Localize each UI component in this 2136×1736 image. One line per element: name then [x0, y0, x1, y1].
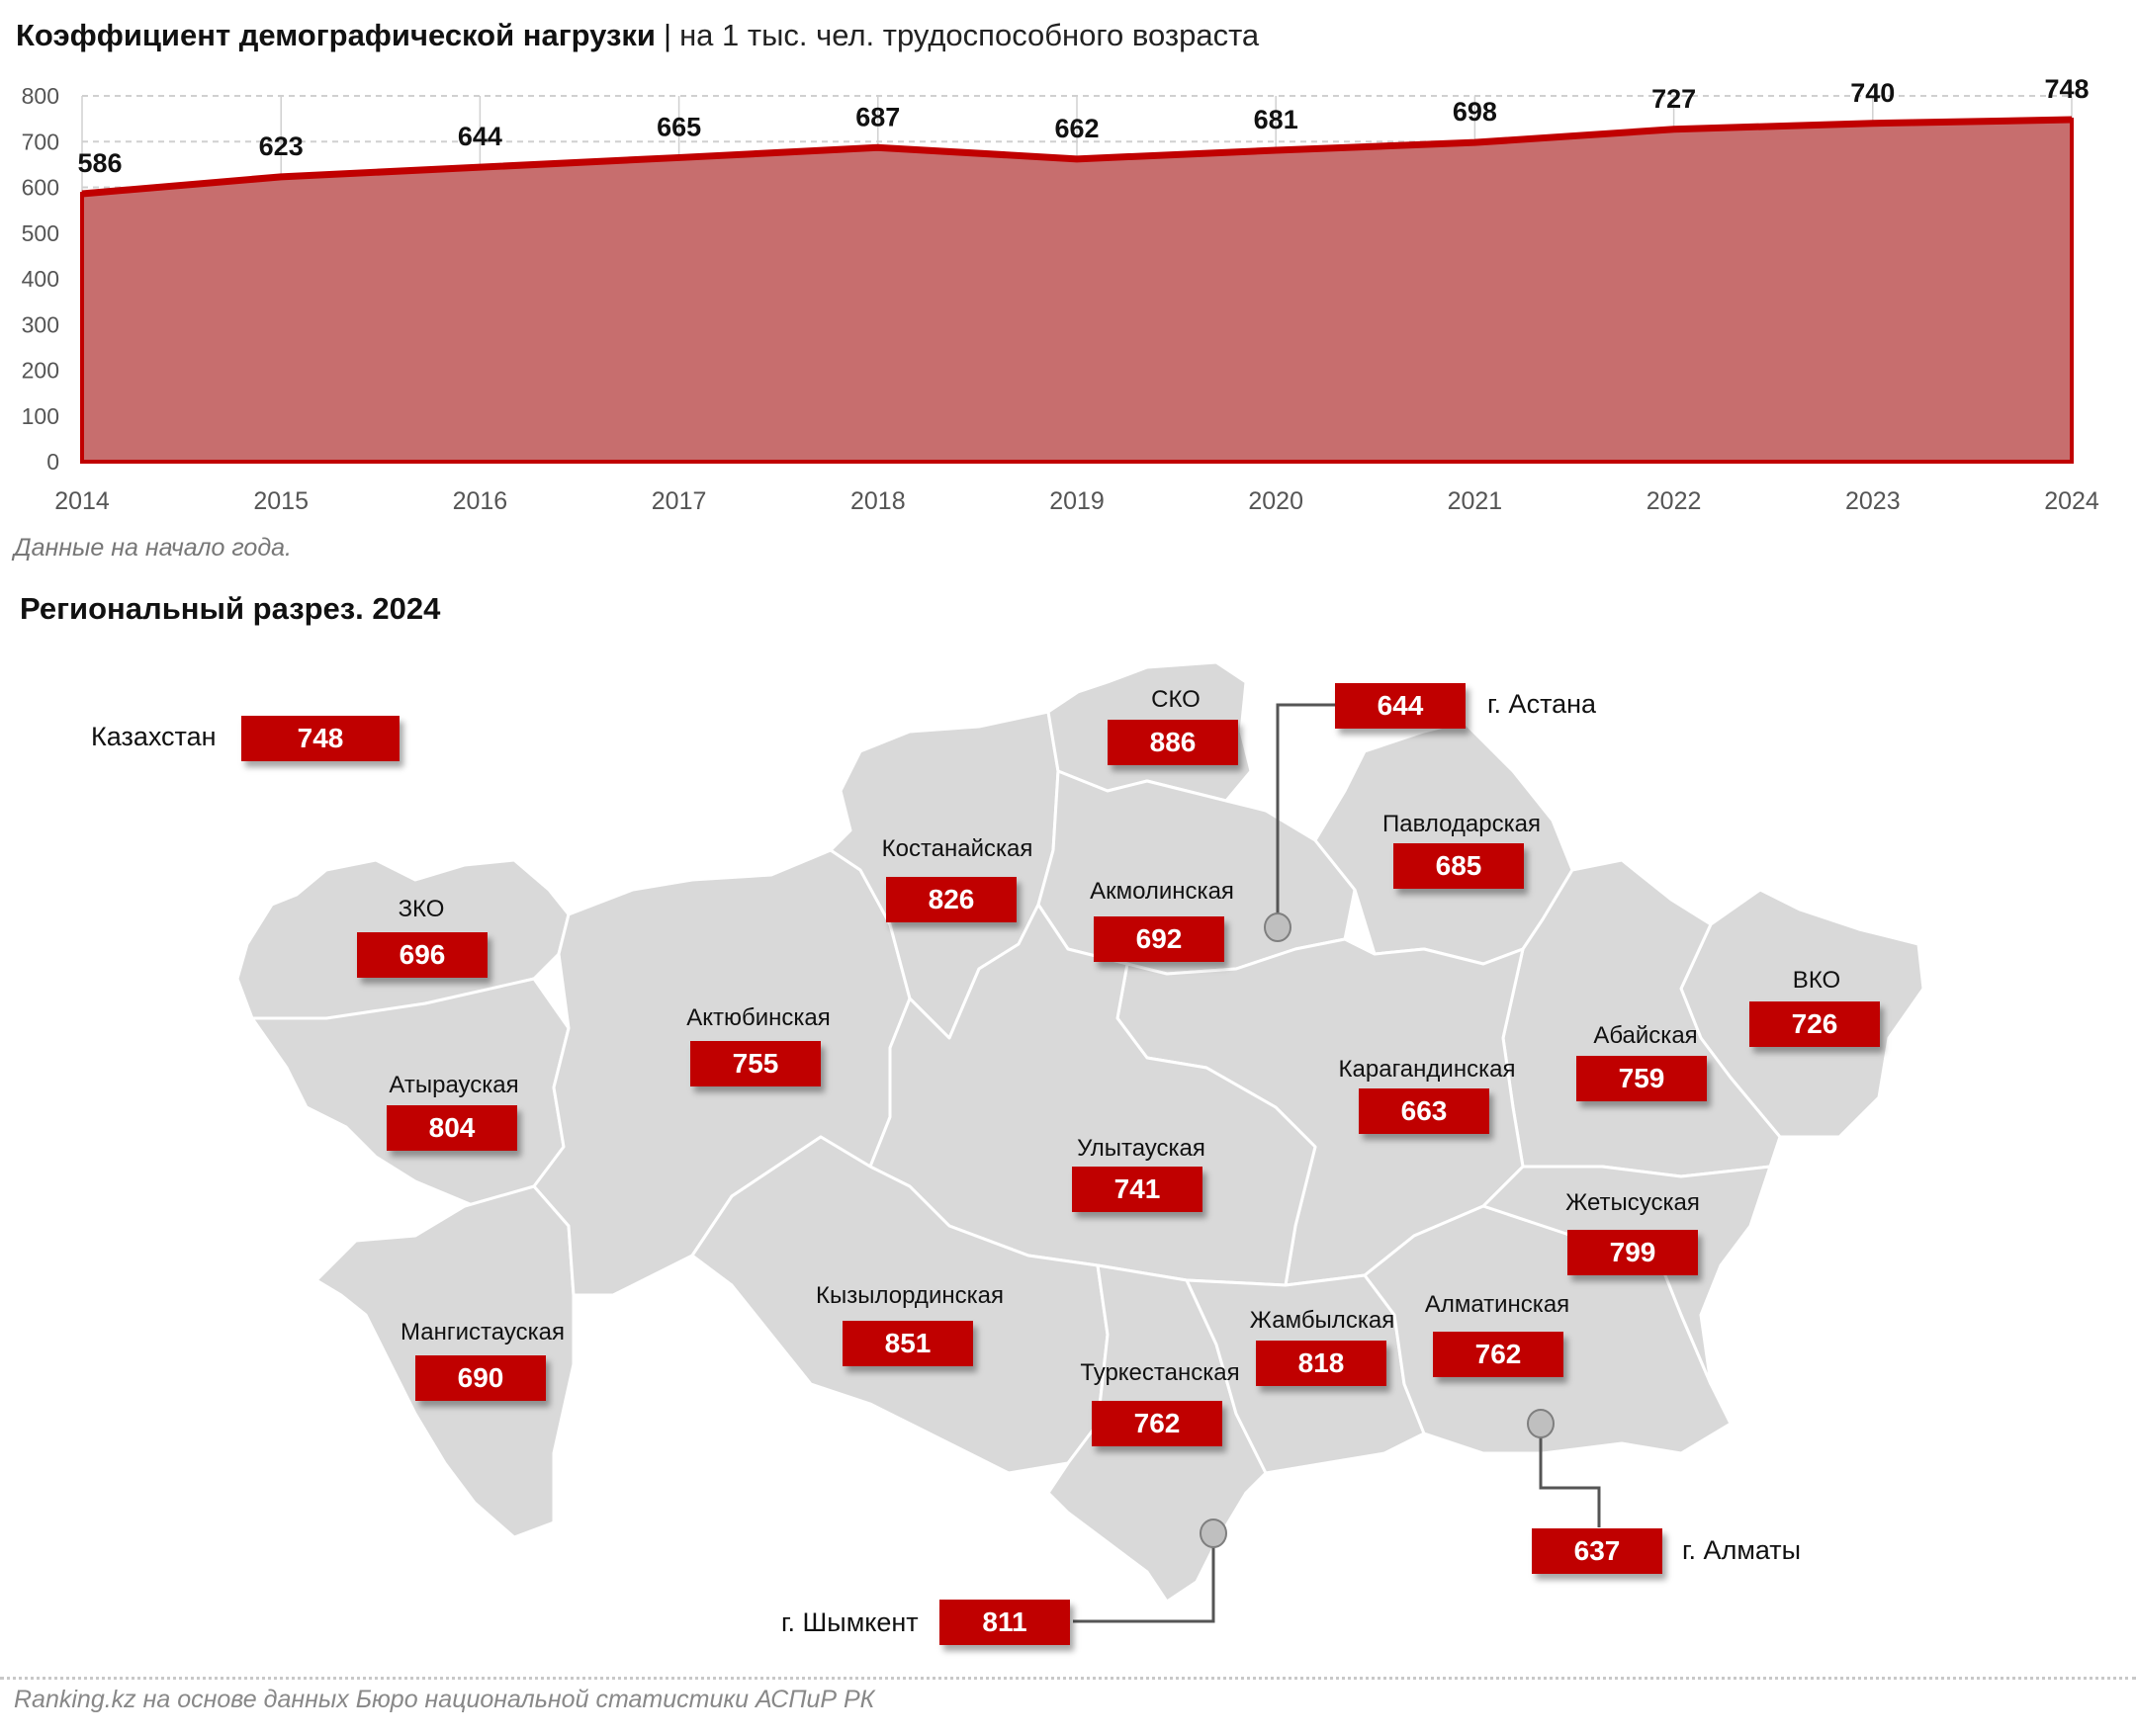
y-tick-label: 700	[22, 129, 59, 154]
x-tick-label: 2020	[1248, 487, 1303, 515]
shymkent-connector	[1073, 1533, 1215, 1623]
chart-title: Коэффициент демографической нагрузки | на …	[16, 18, 1259, 53]
region-label-abai: Абайская	[1593, 1022, 1698, 1049]
data-label: 740	[1850, 78, 1895, 108]
title-main: Коэффициент демографической нагрузки	[16, 18, 656, 52]
data-label: 681	[1254, 105, 1298, 134]
city-label-almaty: г. Алматы	[1682, 1535, 1802, 1565]
title-separator: |	[664, 18, 672, 52]
data-label: 727	[1651, 84, 1696, 114]
total-value-badge: 748	[241, 716, 400, 761]
data-label: 623	[259, 131, 304, 161]
region-label-akmola: Акмолинская	[1090, 878, 1234, 905]
x-tick-label: 2018	[850, 487, 906, 515]
data-label: 662	[1054, 114, 1099, 143]
y-tick-label: 800	[22, 83, 59, 109]
area-chart: 0 100 200 300 400 500 600 700 800 2014 2015 2016 201…	[22, 74, 2099, 515]
x-tick-label: 2021	[1448, 487, 1503, 515]
x-tick-label: 2014	[54, 487, 110, 515]
title-subtitle: на 1 тыс. чел. трудоспособного возраста	[679, 18, 1260, 52]
region-value-kostanay: 826	[886, 877, 1017, 922]
y-tick-label: 400	[22, 266, 59, 292]
region-value-zko: 696	[357, 932, 488, 978]
astana-connector	[1276, 703, 1335, 924]
source-footer: Ranking.kz на основе данных Бюро национа…	[14, 1686, 875, 1713]
region-label-ulytau: Улытауская	[1077, 1135, 1205, 1162]
region-value-aktobe: 755	[690, 1041, 821, 1086]
almaty-marker-icon	[1527, 1409, 1555, 1438]
total-label: Казахстан	[91, 722, 217, 751]
data-label: 644	[458, 122, 502, 151]
region-value-karaganda: 663	[1359, 1088, 1489, 1134]
region-label-kyzylorda: Кызылординская	[816, 1282, 1004, 1309]
region-value-pavlodar: 685	[1393, 843, 1524, 889]
data-label: 687	[855, 102, 900, 131]
region-label-almaty-region: Алматинская	[1424, 1291, 1570, 1318]
region-value-vko: 726	[1749, 1001, 1880, 1047]
y-tick-label: 500	[22, 220, 59, 246]
region-label-aktobe: Актюбинская	[686, 1004, 831, 1031]
region-zhetysu	[1481, 1165, 1772, 1386]
city-value-shymkent: 811	[939, 1600, 1070, 1645]
shymkent-marker-icon	[1200, 1519, 1227, 1548]
region-label-sko: СКО	[1151, 686, 1201, 713]
region-value-zhetysu: 799	[1567, 1230, 1698, 1275]
almaty-connector	[1539, 1424, 1601, 1527]
series-line	[81, 116, 2073, 198]
region-value-abai: 759	[1576, 1056, 1707, 1101]
y-tick-label: 0	[46, 449, 59, 475]
region-label-kostanay: Костанайская	[881, 835, 1033, 862]
y-tick-label: 100	[22, 403, 59, 429]
region-section-title: Региональный разрез. 2024	[20, 591, 441, 626]
region-value-zhambyl: 818	[1256, 1341, 1386, 1386]
region-value-atyrau: 804	[387, 1105, 517, 1151]
city-value-astana: 644	[1335, 683, 1466, 729]
region-label-zko: ЗКО	[398, 896, 445, 922]
x-tick-label: 2015	[253, 487, 309, 515]
city-value-almaty: 637	[1532, 1528, 1662, 1574]
region-value-mangistau: 690	[415, 1355, 546, 1401]
region-label-zhetysu: Жетысуская	[1565, 1189, 1700, 1216]
data-label: 665	[657, 112, 701, 141]
footer-divider	[0, 1677, 2136, 1680]
data-label: 698	[1453, 97, 1497, 127]
data-label: 586	[77, 148, 122, 178]
astana-marker-icon	[1264, 912, 1291, 942]
region-value-sko: 886	[1108, 720, 1238, 765]
city-label-astana: г. Астана	[1487, 689, 1597, 719]
region-label-mangistau: Мангистауская	[400, 1319, 565, 1345]
data-label: 748	[2044, 74, 2089, 104]
y-tick-label: 600	[22, 175, 59, 201]
region-value-kyzylorda: 851	[843, 1321, 973, 1366]
region-value-akmola: 692	[1094, 916, 1224, 962]
chart-note: Данные на начало года.	[14, 534, 292, 562]
region-value-almaty-region: 762	[1433, 1332, 1563, 1377]
region-label-turkestan: Туркестанская	[1080, 1359, 1240, 1386]
region-label-zhambyl: Жамбылская	[1249, 1307, 1395, 1334]
region-label-vko: ВКО	[1792, 967, 1841, 994]
x-tick-label: 2022	[1646, 487, 1702, 515]
x-tick-label: 2017	[652, 487, 707, 515]
y-tick-label: 200	[22, 358, 59, 384]
y-tick-label: 300	[22, 311, 59, 337]
x-tick-label: 2024	[2044, 487, 2099, 515]
x-tick-label: 2016	[453, 487, 508, 515]
city-label-shymkent: г. Шымкент	[781, 1607, 919, 1637]
region-value-turkestan: 762	[1092, 1401, 1222, 1446]
region-label-karaganda: Карагандинская	[1338, 1056, 1516, 1083]
region-label-atyrau: Атырауская	[389, 1072, 519, 1098]
x-tick-label: 2023	[1845, 487, 1901, 515]
region-value-ulytau: 741	[1072, 1167, 1202, 1212]
region-label-pavlodar: Павлодарская	[1382, 811, 1541, 837]
x-tick-label: 2019	[1049, 487, 1105, 515]
